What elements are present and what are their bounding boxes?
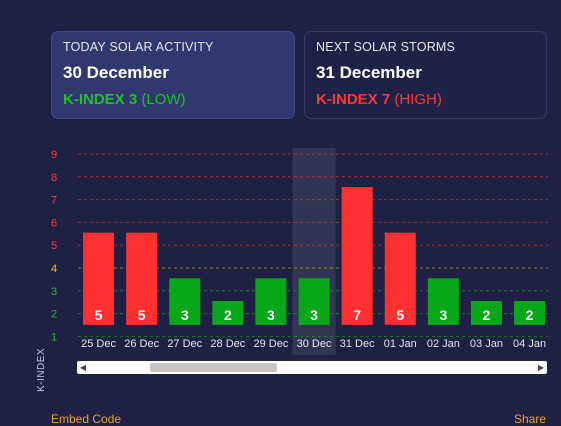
bar — [341, 187, 373, 325]
bar-value-label: 3 — [310, 307, 318, 323]
x-tick-label: 04 Jan — [513, 338, 546, 350]
x-tick-label: 02 Jan — [427, 338, 460, 350]
bar — [255, 278, 287, 325]
y-axis-label: K-INDEX — [36, 347, 47, 392]
bar-value-label: 3 — [181, 307, 189, 323]
y-tick-label: 3 — [51, 286, 57, 298]
x-tick-label: 29 Dec — [254, 338, 289, 350]
x-tick-label: 28 Dec — [210, 338, 245, 350]
bar — [126, 232, 158, 325]
bar — [427, 278, 459, 325]
embed-code-link[interactable]: Embed Code — [51, 412, 122, 426]
next-kindex-value: K-INDEX 7 — [316, 91, 391, 108]
y-tick-label: 6 — [51, 217, 57, 229]
next-card-title: NEXT SOLAR STORMS — [316, 40, 456, 54]
y-tick-label: 4 — [51, 263, 57, 275]
today-kindex: K-INDEX 3 (LOW) — [63, 91, 283, 108]
bar — [470, 301, 502, 325]
x-tick-label: 03 Jan — [470, 338, 503, 350]
bar-value-label: 2 — [224, 307, 232, 323]
y-tick-label: 8 — [51, 172, 57, 184]
bar-value-label: 7 — [353, 307, 361, 323]
bar — [298, 278, 330, 325]
today-activity-card: TODAY SOLAR ACTIVITY 30 December K-INDEX… — [51, 31, 295, 119]
x-tick-label: 25 Dec — [81, 338, 116, 350]
bar-value-label: 5 — [95, 307, 103, 323]
scroll-thumb[interactable] — [150, 363, 277, 372]
today-kindex-value: K-INDEX 3 — [63, 91, 138, 108]
bar-value-label: 5 — [396, 307, 404, 323]
y-tick-label: 7 — [51, 195, 57, 207]
next-card-date: 31 December — [316, 63, 422, 82]
bar-value-label: 2 — [483, 307, 491, 323]
bar — [514, 301, 546, 325]
bar — [384, 232, 416, 325]
x-tick-label: 27 Dec — [167, 338, 202, 350]
share-link[interactable]: Share — [514, 412, 547, 426]
today-card-date: 30 December — [63, 63, 169, 82]
kindex-bar-chart: 1 2 3 4 5 6 7 8 9 5 25 Dec 5 26 Dec 3 27 Dec 2 28 Dec 3 29… — [51, 148, 548, 355]
y-tick-label: 5 — [51, 240, 57, 252]
bar-value-label: 2 — [526, 307, 534, 323]
bar — [83, 232, 115, 325]
y-tick-label: 1 — [51, 331, 57, 343]
x-tick-label: 01 Jan — [384, 338, 417, 350]
bar — [169, 278, 201, 325]
today-card-title: TODAY SOLAR ACTIVITY — [63, 40, 214, 54]
bar-value-label: 3 — [439, 307, 447, 323]
x-tick-label: 31 Dec — [340, 338, 375, 350]
scroll-right-arrow-icon[interactable]: ▶ — [537, 363, 545, 372]
bar-value-label: 5 — [138, 307, 146, 323]
today-kindex-level: (LOW) — [141, 91, 186, 108]
next-kindex: K-INDEX 7 (HIGH) — [316, 91, 535, 108]
x-tick-label: 30 Dec — [297, 338, 332, 350]
chart-scrollbar[interactable]: ◀ ▶ — [77, 361, 547, 374]
x-tick-label: 26 Dec — [124, 338, 159, 350]
bar — [212, 301, 244, 325]
next-kindex-level: (HIGH) — [394, 91, 442, 108]
y-tick-label: 9 — [51, 149, 57, 161]
next-storms-card: NEXT SOLAR STORMS 31 December K-INDEX 7 … — [304, 31, 547, 119]
scroll-left-arrow-icon[interactable]: ◀ — [79, 363, 87, 372]
y-tick-label: 2 — [51, 309, 57, 321]
bar-value-label: 3 — [267, 307, 275, 323]
